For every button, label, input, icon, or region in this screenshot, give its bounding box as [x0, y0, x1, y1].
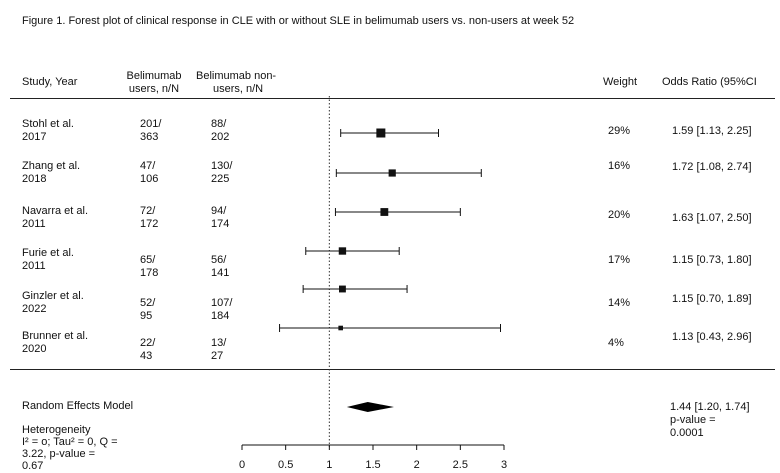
- pooled-diamond: [346, 402, 394, 412]
- header-users-line2: users, n/N: [128, 83, 180, 95]
- summary-or-text: 1.44 [1.20, 1.74]: [670, 401, 750, 413]
- heterogeneity-label: Heterogeneity: [22, 424, 91, 436]
- study-weight: 20%: [608, 209, 631, 221]
- users-total: 172: [140, 218, 159, 230]
- nonusers-events: 88/: [211, 118, 227, 130]
- nonusers-events: 94/: [211, 205, 227, 217]
- study-or-text: 1.15 [0.73, 1.80]: [672, 254, 752, 266]
- nonusers-events: 56/: [211, 254, 227, 266]
- summary-label: Random Effects Model: [22, 400, 134, 412]
- study-name: Stohl et al.: [22, 118, 74, 130]
- study-or-text: 1.72 [1.08, 2.74]: [672, 161, 752, 173]
- x-tick-label: 0.5: [278, 459, 293, 470]
- study-year: 2018: [22, 173, 47, 185]
- study-or-text: 1.63 [1.07, 2.50]: [672, 212, 752, 224]
- heterogeneity-stats-1: I² = o; Tau² = 0, Q =: [22, 436, 118, 448]
- point-estimate: [339, 285, 346, 293]
- summary-pvalue-label: p-value =: [670, 414, 716, 426]
- figure-caption: Figure 1. Forest plot of clinical respon…: [22, 15, 575, 27]
- header-nonusers-line2: users, n/N: [213, 83, 264, 95]
- study-weight: 29%: [608, 125, 631, 137]
- study-year: 2020: [22, 343, 47, 355]
- nonusers-total: 174: [211, 218, 230, 230]
- study-or-text: 1.15 [0.70, 1.89]: [672, 293, 752, 305]
- users-total: 43: [140, 350, 153, 362]
- users-total: 95: [140, 310, 153, 322]
- x-tick-label: 0: [239, 459, 245, 470]
- study-weight: 16%: [608, 160, 631, 172]
- study-or-text: 1.59 [1.13, 2.25]: [672, 125, 752, 137]
- summary-divider: [10, 369, 775, 370]
- point-estimate: [380, 208, 389, 216]
- nonusers-total: 225: [211, 173, 230, 185]
- x-tick-label: 3: [501, 459, 507, 470]
- users-events: 65/: [140, 254, 156, 266]
- x-tick-label: 2.5: [453, 459, 468, 470]
- header-divider: [10, 98, 775, 99]
- study-year: 2011: [22, 260, 46, 272]
- study-weight: 17%: [608, 254, 631, 266]
- nonusers-total: 27: [211, 350, 224, 362]
- point-estimate: [338, 247, 347, 255]
- nonusers-total: 184: [211, 310, 230, 322]
- users-events: 47/: [140, 160, 156, 172]
- study-name: Brunner et al.: [22, 330, 89, 342]
- header-nonusers-line1: Belimumab non-: [196, 70, 277, 82]
- users-total: 178: [140, 267, 159, 279]
- users-events: 52/: [140, 297, 156, 309]
- study-weight: 4%: [608, 337, 624, 349]
- point-estimate: [338, 325, 343, 331]
- point-estimate: [388, 169, 396, 177]
- study-year: 2017: [22, 131, 47, 143]
- study-year: 2011: [22, 218, 46, 230]
- study-year: 2022: [22, 303, 47, 315]
- study-name: Furie et al.: [22, 247, 74, 259]
- study-name: Zhang et al.: [22, 160, 81, 172]
- study-or-text: 1.13 [0.43, 2.96]: [672, 331, 752, 343]
- users-total: 363: [140, 131, 159, 143]
- header-weight: Weight: [603, 76, 638, 88]
- header-users-line1: Belimumab: [126, 70, 182, 82]
- nonusers-total: 202: [211, 131, 230, 143]
- users-total: 106: [140, 173, 159, 185]
- summary-pvalue-value: 0.0001: [670, 427, 704, 439]
- study-weight: 14%: [608, 297, 631, 309]
- nonusers-events: 130/: [211, 160, 233, 172]
- header-odds-ratio: Odds Ratio (95%CI: [662, 76, 757, 88]
- heterogeneity-stats-3: 0.67: [22, 460, 44, 472]
- header-study: Study, Year: [22, 76, 78, 88]
- study-name: Navarra et al.: [22, 205, 89, 217]
- users-events: 72/: [140, 205, 156, 217]
- nonusers-events: 13/: [211, 337, 227, 349]
- point-estimate: [376, 128, 386, 138]
- x-tick-label: 1.5: [365, 459, 380, 470]
- x-tick-label: 2: [414, 459, 420, 470]
- heterogeneity-stats-2: 3.22, p-value =: [22, 448, 96, 460]
- users-events: 201/: [140, 118, 162, 130]
- study-name: Ginzler et al.: [22, 290, 84, 302]
- x-tick-label: 1: [326, 459, 332, 470]
- users-events: 22/: [140, 337, 156, 349]
- nonusers-total: 141: [211, 267, 230, 279]
- nonusers-events: 107/: [211, 297, 233, 309]
